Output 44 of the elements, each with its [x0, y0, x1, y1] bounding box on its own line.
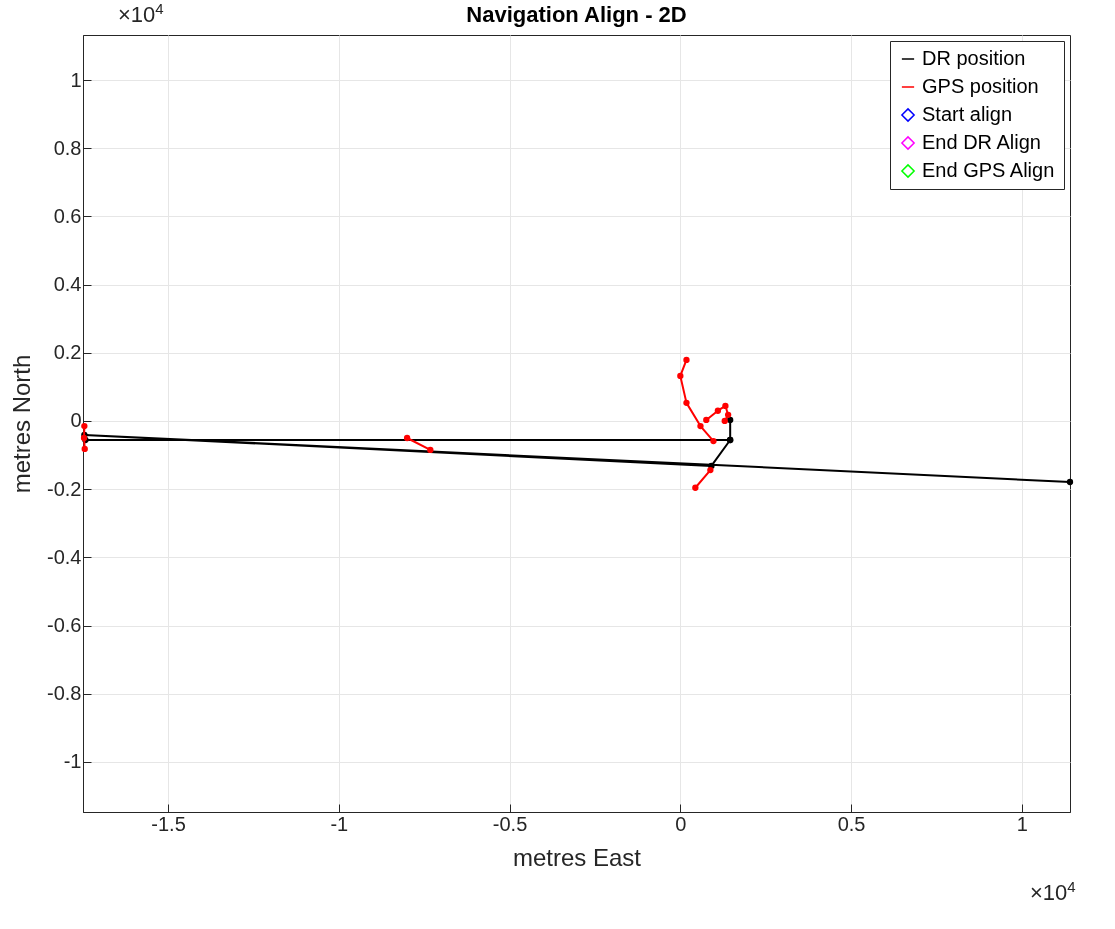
y-tick-label: 1: [70, 68, 82, 91]
point: [81, 445, 88, 453]
point: [722, 402, 729, 410]
point: [81, 422, 88, 430]
point: [677, 372, 684, 380]
point: [703, 416, 710, 424]
x-axis-title: metres East: [512, 843, 642, 871]
y-tick-label: -0.6: [47, 614, 82, 637]
x-tick-label: -0.5: [492, 812, 528, 835]
point: [683, 399, 690, 407]
point: [692, 484, 699, 491]
y-tick-label: 0.2: [53, 341, 82, 364]
x-tick-label: 0: [675, 812, 687, 835]
point: [724, 411, 732, 418]
text: ×10$^{4}$: [118, 0, 164, 29]
point: [403, 434, 411, 442]
legend-label: Start align: [922, 103, 1013, 125]
x-tick-label: -1.5: [151, 812, 186, 835]
legend-label: End DR Align: [922, 131, 1041, 153]
point: [427, 446, 434, 454]
y-tick-label: -0.4: [47, 545, 82, 568]
chart-title: Navigation Align - 2D: [466, 2, 687, 27]
point: [721, 417, 728, 425]
point: [707, 466, 714, 474]
point: [683, 356, 690, 364]
x-tick-label: -1: [330, 812, 349, 835]
point: [697, 422, 704, 430]
point: [1066, 478, 1074, 486]
y-tick-label: -0.2: [47, 477, 82, 500]
y-tick-label: -1: [63, 750, 82, 773]
y-axis-title: metres North: [8, 354, 36, 494]
point: [714, 407, 722, 414]
y-tick-label: -0.8: [47, 682, 82, 705]
y-tick-label: 0: [70, 409, 82, 432]
legend-label: DR position: [922, 47, 1026, 69]
legend-label: GPS position: [922, 75, 1039, 97]
x-tick-label: 1: [1016, 812, 1028, 835]
y-tick-label: 0.8: [53, 136, 82, 159]
y-tick-label: 0.4: [53, 273, 82, 296]
point: [710, 437, 717, 445]
legend-label: End GPS Align: [922, 159, 1055, 181]
text: ×10$^{4}$: [1030, 878, 1076, 907]
x-tick-label: 0.5: [837, 812, 866, 835]
y-tick-label: 0.6: [53, 204, 82, 227]
